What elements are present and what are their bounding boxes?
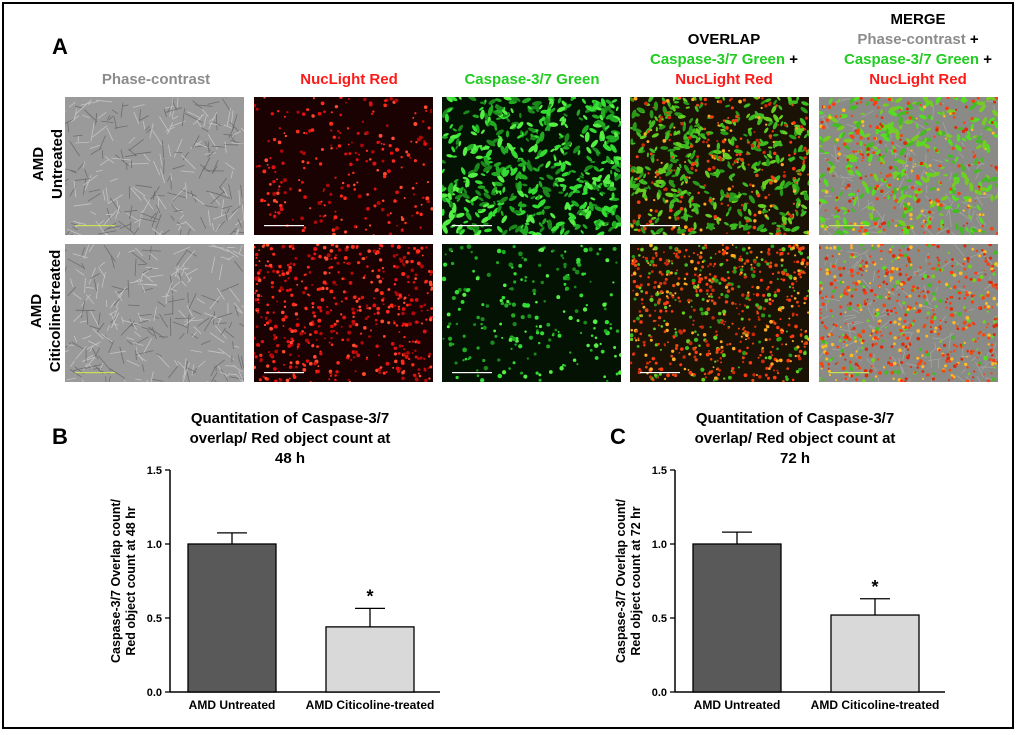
micrograph-overlap [630, 97, 809, 235]
column-header: Phase-contrast [51, 70, 261, 90]
panel-letter-b: B [52, 424, 68, 449]
scale-bar [640, 372, 680, 374]
title-line: overlap/ Red object count at [189, 430, 391, 447]
panel-letter-c: C [610, 424, 626, 449]
y-tick-label: 1.0 [147, 539, 162, 551]
scale-bar [264, 372, 304, 374]
chart-c-72h: Caspase-3/7 Overlap count/Red object cou… [614, 465, 945, 712]
y-axis-label-line: Caspase-3/7 Overlap count/ [109, 498, 123, 662]
column-header-line: NucLight Red [244, 70, 454, 90]
x-category-label: AMD Citicoline-treated [306, 698, 435, 712]
column-header-text: NucLight Red [300, 71, 398, 88]
bar [830, 614, 920, 693]
column-header-line: OVERLAP [619, 30, 829, 50]
column-header: MERGE Phase-contrast + Caspase-3/7 Green +… [813, 10, 1020, 90]
x-category-label: AMD Untreated [189, 698, 276, 712]
micrograph-green [442, 97, 621, 235]
micrograph-phase [65, 244, 244, 382]
y-tick-label: 0.0 [652, 687, 667, 699]
column-header-line: MERGE [813, 10, 1020, 30]
scale-bar [75, 372, 115, 374]
row-label-line1: AMD [28, 293, 45, 329]
column-header-text: + [979, 51, 992, 68]
x-category-label: AMD Untreated [694, 698, 781, 712]
scale-bar [452, 225, 492, 227]
chart-c-title: Quantitation of Caspase-3/7 overlap/ Red… [645, 409, 945, 469]
column-header-line: NucLight Red [619, 70, 829, 90]
bar [692, 543, 782, 693]
column-header-line: Phase-contrast [51, 70, 261, 90]
chart-b-48h: Caspase-3/7 Overlap count/Red object cou… [109, 465, 440, 712]
significance-marker: * [366, 586, 373, 606]
row-label-line2: Citicoline-treated [47, 249, 64, 373]
column-header-line: Caspase-3/7 Green + [619, 50, 829, 70]
title-line: Quantitation of Caspase-3/7 [190, 410, 390, 427]
y-tick-label: 1.0 [652, 539, 667, 551]
micrograph-red [254, 244, 433, 382]
y-tick-label: 1.5 [147, 465, 162, 477]
scale-bar [829, 372, 869, 374]
bar [187, 543, 277, 693]
column-header: NucLight Red [244, 70, 454, 90]
column-header-text: + [965, 31, 979, 48]
column-header-text: Phase-contrast [101, 71, 211, 88]
micrograph-overlap [630, 244, 809, 382]
y-axis-label-line: Caspase-3/7 Overlap count/ [614, 498, 628, 662]
x-category-label: AMD Citicoline-treated [811, 698, 940, 712]
y-tick-label: 0.5 [147, 613, 162, 625]
column-header-text: MERGE [890, 11, 946, 28]
y-axis-label: Caspase-3/7 Overlap count/Red object cou… [614, 498, 643, 662]
micrograph-red [254, 97, 433, 235]
panel-letter-a: A [52, 34, 68, 59]
bar [325, 626, 415, 693]
micrograph-merge [819, 97, 998, 235]
column-header-text: Phase-contrast [857, 31, 966, 48]
scale-bar [75, 225, 115, 227]
column-header-text: OVERLAP [687, 31, 761, 48]
column-header: OVERLAP Caspase-3/7 Green + NucLight Red [619, 30, 829, 90]
y-axis-label-line: Red object count at 72 hr [629, 506, 643, 655]
y-tick-label: 0.5 [652, 613, 667, 625]
significance-marker: * [871, 577, 878, 597]
micrograph-merge [819, 244, 998, 382]
y-axis-label: Caspase-3/7 Overlap count/Red object cou… [109, 498, 138, 662]
column-header-text: Caspase-3/7 Green [649, 51, 786, 68]
column-header-line: Caspase-3/7 Green [427, 70, 637, 90]
title-line: overlap/ Red object count at [694, 430, 896, 447]
scale-bar [452, 372, 492, 374]
row-label-line1: AMD [30, 146, 47, 182]
y-tick-label: 1.5 [652, 465, 667, 477]
column-header-text: NucLight Red [675, 71, 773, 88]
column-header-line: Phase-contrast + [813, 30, 1020, 50]
column-header-text: Caspase-3/7 Green [464, 71, 600, 88]
row-label-untreated: AMD Untreated [29, 104, 67, 224]
title-line: 48 h [274, 450, 305, 467]
column-header-text: Caspase-3/7 Green [843, 51, 980, 68]
column-header-text: + [785, 51, 798, 68]
y-tick-label: 0.0 [147, 687, 162, 699]
column-header: Caspase-3/7 Green [427, 70, 637, 90]
y-axis-label-line: Red object count at 48 hr [124, 506, 138, 655]
column-header-line: Caspase-3/7 Green + [813, 50, 1020, 70]
scale-bar [829, 225, 869, 227]
scale-bar [640, 225, 680, 227]
chart-b-title: Quantitation of Caspase-3/7 overlap/ Red… [140, 409, 440, 469]
column-header-line: NucLight Red [813, 70, 1020, 90]
scale-bar [264, 225, 304, 227]
title-line: 72 h [779, 450, 810, 467]
micrograph-phase [65, 97, 244, 235]
column-header-text: NucLight Red [869, 71, 967, 88]
micrograph-green [442, 244, 621, 382]
title-line: Quantitation of Caspase-3/7 [695, 410, 895, 427]
row-label-citicoline: AMD Citicoline-treated [27, 226, 65, 396]
